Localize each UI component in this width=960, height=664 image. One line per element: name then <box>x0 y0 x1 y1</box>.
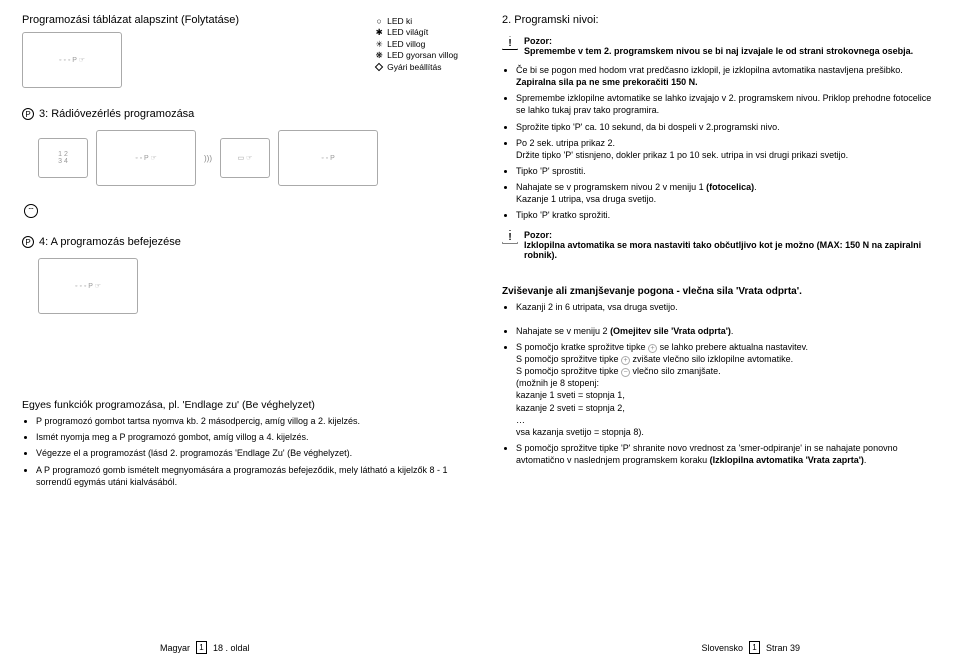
left-page: Programozási táblázat alapszint (Folytat… <box>0 0 480 664</box>
list-item: Če bi se pogon med hodom vrat predčasno … <box>516 64 938 88</box>
p-badge-icon: P <box>22 108 34 120</box>
list-item: Végezze el a programozást (lásd 2. progr… <box>36 447 458 459</box>
led-legend: ○LED ki ✱LED világít ✳LED villog ❋LED gy… <box>374 16 458 73</box>
list-item: S pomočjo sprožitve tipke 'P' shranite n… <box>516 442 938 466</box>
list-item: Nahajate se v meniju 2 (Omejitev sile 'V… <box>516 325 938 337</box>
list-item: A P programozó gomb ismételt megnyomásár… <box>36 464 458 488</box>
left-footer: Magyar 1 18 . oldal <box>160 641 250 654</box>
list-item: Ismét nyomja meg a P programozó gombot, … <box>36 431 458 443</box>
func-block: Egyes funkciók programozása, pl. 'Endlag… <box>22 399 458 492</box>
right-bullets-a: Če bi se pogon med hodom vrat predčasno … <box>502 64 938 226</box>
footer-box-icon: 1 <box>749 641 760 654</box>
warn2-label: Pozor: <box>524 230 552 240</box>
right-page: 2. Programski nivoi: Pozor: Spremembe v … <box>480 0 960 664</box>
sub-bullet-item: Kazanji 2 in 6 utripata, vsa druga sveti… <box>516 301 938 313</box>
footer-page: 18 . oldal <box>213 643 250 653</box>
warn2-text: Izklopilna avtomatika se mora nastaviti … <box>524 240 921 260</box>
right-heading: 2. Programski nivoi: <box>502 14 938 26</box>
top-title: Programozási táblázat alapszint (Folytat… <box>22 14 346 26</box>
list-item: Tipko 'P' kratko sprožiti. <box>516 209 938 221</box>
func-title: Egyes funkciók programozása, pl. 'Endlag… <box>22 399 458 411</box>
diagram-panel-top: ◦ ◦ ◦ P ☞ <box>22 32 122 88</box>
func-bullets: P programozó gombot tartsa nyomva kb. 2 … <box>22 415 458 488</box>
footer-lang: Magyar <box>160 643 190 653</box>
warn1-label: Pozor: <box>524 36 552 46</box>
right-footer: Slovensko 1 Stran 39 <box>701 641 800 654</box>
led-factory: Gyári beállítás <box>387 62 441 73</box>
step3-diagrams: 1 23 4 ◦ ◦ P ☞ ))) ▭ ☞ ◦ ◦ P <box>38 130 458 186</box>
step4-title: 4: A programozás befejezése <box>39 236 181 248</box>
step3: P 3: Rádióvezérlés programozása <box>22 108 458 126</box>
right-bullets-b: Nahajate se v meniju 2 (Omejitev sile 'V… <box>502 325 938 471</box>
led-fastblink: LED gyorsan villog <box>387 50 458 61</box>
radio-wave-icon: ))) <box>204 154 212 163</box>
led-on: LED világít <box>387 27 428 38</box>
wifi-icon: ⌔ <box>24 204 38 218</box>
footer-page: Stran 39 <box>766 643 800 653</box>
list-item: Sprožite tipko 'P' ca. 10 sekund, da bi … <box>516 121 938 133</box>
list-item: Tipko 'P' sprostiti. <box>516 165 938 177</box>
warning-icon <box>502 36 518 50</box>
step4-diagrams: ◦ ◦ ◦ P ☞ <box>38 258 458 314</box>
warning-1: Pozor: Spremembe v tem 2. programskem ni… <box>502 36 938 56</box>
led-blink: LED villog <box>387 39 425 50</box>
diagram-panel-3b: ◦ ◦ P <box>278 130 378 186</box>
list-item: P programozó gombot tartsa nyomva kb. 2 … <box>36 415 458 427</box>
p-badge-icon: P <box>22 236 34 248</box>
led-off: LED ki <box>387 16 412 27</box>
list-item: S pomočjo kratke sprožitve tipke + se la… <box>516 341 938 438</box>
warn1-text: Spremembe v tem 2. programskem nivou se … <box>524 46 913 56</box>
wifi-row: ⌔ <box>24 204 458 218</box>
step4: P 4: A programozás befejezése <box>22 236 458 254</box>
diagram-panel-4: ◦ ◦ ◦ P ☞ <box>38 258 138 314</box>
footer-box-icon: 1 <box>196 641 207 654</box>
warning-2: Pozor: Izklopilna avtomatika se mora nas… <box>502 230 938 260</box>
list-item: Nahajate se v programskem nivou 2 v meni… <box>516 181 938 205</box>
subhead: Zviševanje ali zmanjševanje pogona - vle… <box>502 286 938 297</box>
top-row: Programozási táblázat alapszint (Folytat… <box>22 14 458 98</box>
diagram-panel-3a: ◦ ◦ P ☞ <box>96 130 196 186</box>
diagram-keypad: 1 23 4 <box>38 138 88 178</box>
list-item: Spremembe izklopilne avtomatike se lahko… <box>516 92 938 116</box>
list-item: Po 2 sek. utripa prikaz 2.Držite tipko '… <box>516 137 938 161</box>
diagram-remote: ▭ ☞ <box>220 138 270 178</box>
warning-icon <box>502 230 518 244</box>
footer-lang: Slovensko <box>701 643 743 653</box>
step3-title: 3: Rádióvezérlés programozása <box>39 108 194 120</box>
sub-bullet: Kazanji 2 in 6 utripata, vsa druga sveti… <box>502 301 938 317</box>
